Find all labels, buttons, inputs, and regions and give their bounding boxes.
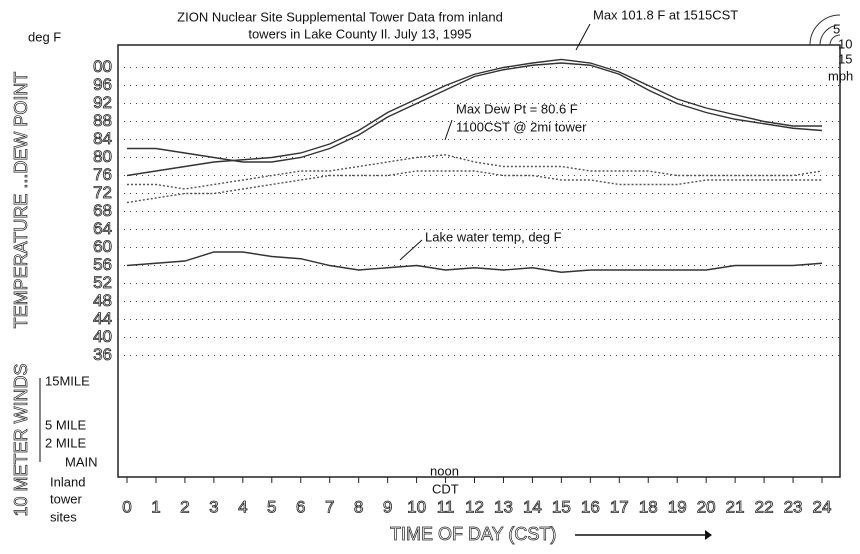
y-tick-label: 44	[93, 309, 112, 328]
y-axis-label: TEMPERATURE ...DEW POINT	[11, 72, 31, 329]
series-line	[127, 154, 823, 190]
x-axis-label: TIME OF DAY (CST)	[390, 524, 556, 544]
speed-unit: mph	[828, 68, 853, 83]
x-tick-label: 4	[238, 497, 247, 516]
speed-ring-label: 15	[838, 51, 852, 66]
y-unit: deg F	[28, 29, 61, 44]
y-tick-label: 36	[93, 345, 112, 364]
x-tick-label: 6	[296, 497, 305, 516]
y-tick-label: 96	[93, 75, 112, 94]
annotation-arrow	[444, 119, 453, 141]
wind-rows: 15MILE 5 MILE 2 MILE MAIN Inland tower s…	[39, 14, 853, 524]
x-tick-label: 22	[755, 497, 774, 516]
sites-label: Inland	[50, 474, 85, 489]
wind-row-label: 5 MILE	[45, 417, 87, 432]
title-line-1: ZION Nuclear Site Supplemental Tower Dat…	[177, 9, 503, 24]
x-tick-label: 18	[639, 497, 658, 516]
x-tick-label: 16	[581, 497, 600, 516]
x-tick-label: 10	[407, 497, 426, 516]
x-tick-label: 2	[180, 497, 189, 516]
y-tick-label: 72	[93, 183, 112, 202]
sites-label: tower	[50, 491, 82, 506]
wind-row-label: 2 MILE	[45, 435, 87, 450]
y-tick-label: 92	[93, 93, 112, 112]
y-tick-label: 52	[93, 273, 112, 292]
y-tick-label: 40	[93, 327, 112, 346]
speed-ring-label: 5	[833, 21, 840, 36]
x-tick-label: 13	[494, 497, 513, 516]
y-tick-label: 00	[93, 57, 112, 76]
speed-rings	[809, 14, 841, 46]
x-tick-label: 23	[784, 497, 803, 516]
y-tick-label: 76	[93, 165, 112, 184]
x-tick-label: 14	[523, 497, 542, 516]
y-tick-label: 80	[93, 147, 112, 166]
y-tick-label: 48	[93, 291, 112, 310]
annotation: Lake water temp, deg F	[425, 229, 562, 244]
y-tick-label: 64	[93, 219, 112, 238]
annotation: noon	[430, 463, 459, 478]
x-tick-label: 12	[465, 497, 484, 516]
annotation: Max Dew Pt = 80.6 F	[456, 101, 578, 116]
annotation: CDT	[432, 481, 459, 496]
series-line	[127, 62, 823, 163]
plot-frame	[117, 44, 841, 478]
sites-label: sites	[50, 509, 77, 524]
x-tick-label: 17	[610, 497, 629, 516]
x-tick-label: 19	[668, 497, 687, 516]
series-line	[126, 251, 823, 273]
speed-ring-label: 10	[838, 36, 852, 51]
annotation: 1100CST @ 2mi tower	[456, 119, 587, 134]
arrow-head	[705, 530, 712, 540]
x-tick-label: 7	[325, 497, 334, 516]
x-tick-label: 21	[726, 497, 745, 516]
x-tick-label: 11	[437, 497, 455, 516]
series-line	[126, 58, 822, 177]
y-tick-label: 56	[93, 255, 112, 274]
x-tick-label: 9	[383, 497, 392, 516]
x-tick-label: 3	[209, 497, 218, 516]
wind-row-label: 15MILE	[45, 373, 90, 388]
y-tick-label: 68	[93, 201, 112, 220]
y-tick-label: 60	[93, 237, 112, 256]
series-line	[126, 170, 822, 204]
x-tick-label: 0	[122, 497, 131, 516]
x-tick-label: 15	[552, 497, 571, 516]
wind-row-label: MAIN	[65, 454, 98, 469]
x-tick-label: 1	[151, 497, 160, 516]
y-tick-label: 84	[93, 129, 112, 148]
title-line-2: towers in Lake County Il. July 13, 1995	[248, 26, 471, 41]
wind-label: 10 METER WINDS	[11, 363, 31, 516]
x-tick-label: 20	[697, 497, 716, 516]
annotation-arrow	[575, 23, 591, 51]
x-tick-label: 8	[354, 497, 363, 516]
annotation-arrow	[399, 239, 423, 261]
x-tick-label: 24	[813, 497, 832, 516]
annotation: Max 101.8 F at 1515CST	[593, 7, 738, 22]
x-tick-label: 5	[267, 497, 276, 516]
y-tick-label: 88	[93, 111, 112, 130]
